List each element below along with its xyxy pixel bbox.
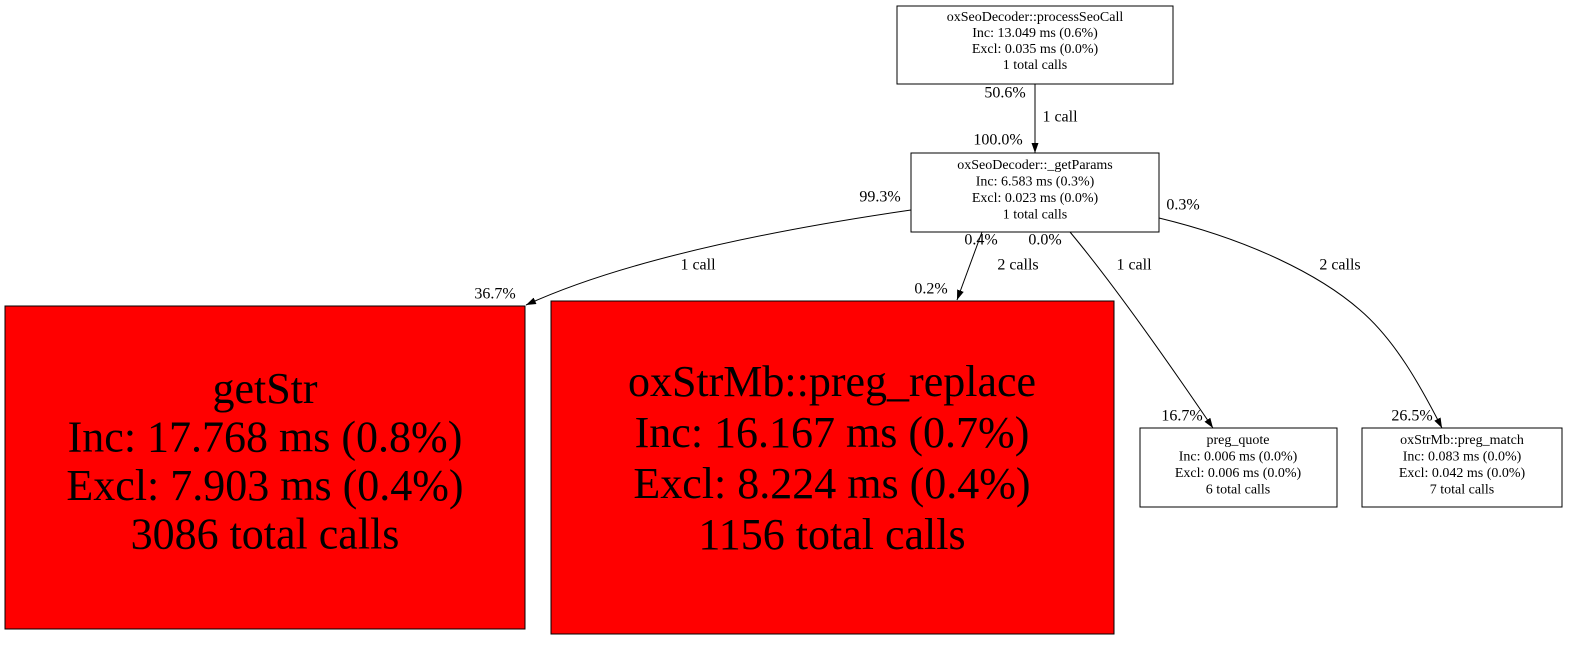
node-text: oxStrMb::preg_match bbox=[1400, 433, 1524, 448]
node-text: Inc: 6.583 ms (0.3%) bbox=[976, 175, 1095, 190]
node-text: oxStrMb::preg_replace bbox=[628, 357, 1036, 406]
node-box bbox=[550, 300, 1115, 635]
node-text: 1 total calls bbox=[1003, 58, 1068, 73]
node-text: Excl: 0.006 ms (0.0%) bbox=[1175, 466, 1302, 481]
edge-tail: 0.0% bbox=[1028, 232, 1061, 249]
edge-head: 36.7% bbox=[474, 286, 515, 303]
edge-tail: 0.3% bbox=[1166, 197, 1199, 214]
node-text: Excl: 8.224 ms (0.4%) bbox=[633, 459, 1030, 508]
edge bbox=[1069, 231, 1214, 429]
node-text: Inc: 17.768 ms (0.8%) bbox=[68, 413, 463, 462]
node-text: Excl: 7.903 ms (0.4%) bbox=[66, 461, 463, 510]
edge-tail: 50.6% bbox=[984, 85, 1025, 102]
node-text: Inc: 0.083 ms (0.0%) bbox=[1403, 450, 1522, 465]
node-text: Inc: 0.006 ms (0.0%) bbox=[1179, 450, 1298, 465]
node-text: Excl: 0.042 ms (0.0%) bbox=[1399, 466, 1526, 481]
edge bbox=[956, 231, 983, 301]
edge-label: 2 calls bbox=[1319, 257, 1360, 274]
node-text: 1156 total calls bbox=[698, 510, 965, 559]
edge-tail: 0.4% bbox=[964, 232, 997, 249]
node-text: 6 total calls bbox=[1206, 483, 1271, 498]
edge-head: 100.0% bbox=[973, 132, 1022, 149]
node-box bbox=[1139, 427, 1338, 508]
node-text: preg_quote bbox=[1207, 433, 1270, 448]
node-box bbox=[1361, 427, 1563, 508]
node-text: Inc: 13.049 ms (0.6%) bbox=[972, 26, 1098, 41]
edge-tail: 99.3% bbox=[859, 189, 900, 206]
node-text: getStr bbox=[212, 364, 317, 413]
node-box bbox=[896, 5, 1174, 85]
edge-head: 26.5% bbox=[1391, 408, 1432, 425]
edge-head: 0.2% bbox=[914, 281, 947, 298]
edge bbox=[525, 209, 912, 306]
node-text: Excl: 0.023 ms (0.0%) bbox=[972, 191, 1099, 206]
node-text: oxSeoDecoder::processSeoCall bbox=[947, 10, 1124, 25]
edge-label: 2 calls bbox=[997, 257, 1038, 274]
node-text: 3086 total calls bbox=[131, 510, 400, 559]
edge bbox=[1158, 217, 1443, 429]
node-text: oxSeoDecoder::_getParams bbox=[957, 158, 1113, 173]
node-text: 1 total calls bbox=[1003, 208, 1068, 223]
node-text: Inc: 16.167 ms (0.7%) bbox=[635, 408, 1030, 457]
edge-head: 16.7% bbox=[1161, 408, 1202, 425]
node-box bbox=[910, 152, 1160, 233]
node-text: 7 total calls bbox=[1430, 483, 1495, 498]
edge-label: 1 call bbox=[1042, 109, 1078, 126]
edge-label: 1 call bbox=[1116, 257, 1152, 274]
node-box bbox=[4, 305, 526, 630]
edge-label: 1 call bbox=[680, 257, 716, 274]
node-text: Excl: 0.035 ms (0.0%) bbox=[972, 42, 1099, 57]
